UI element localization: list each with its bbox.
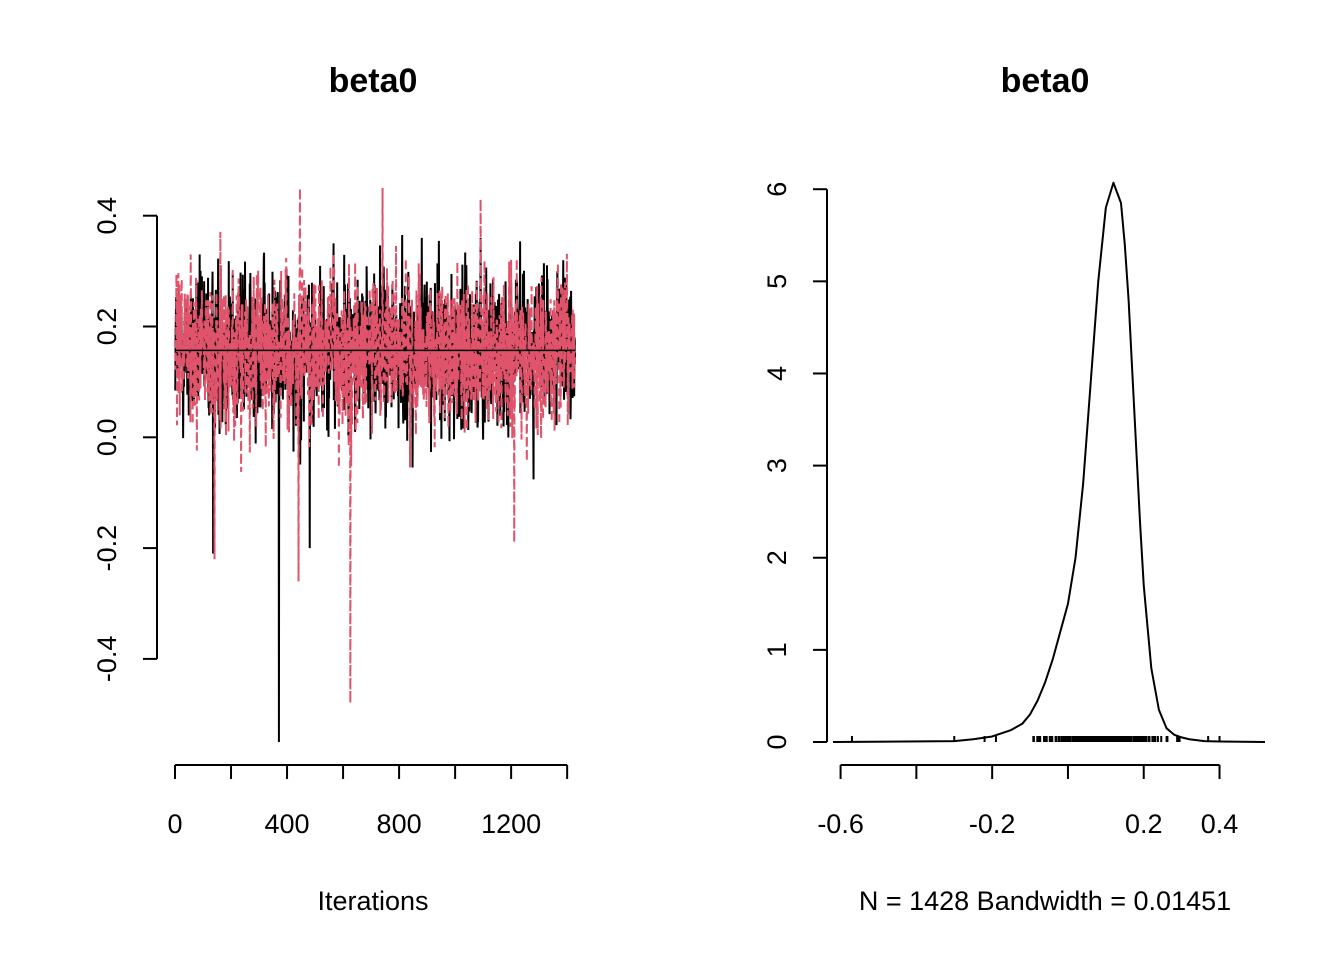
trace-y-tick-label: 0.0 bbox=[92, 419, 122, 457]
trace-series-line bbox=[174, 187, 576, 704]
trace-y-tick-label: 0.2 bbox=[92, 308, 122, 346]
trace-y-tick-label: -0.4 bbox=[92, 636, 122, 683]
trace-x-tick-label: 1200 bbox=[481, 809, 541, 839]
density-y-tick-label: 6 bbox=[762, 182, 792, 197]
trace-plot-title: beta0 bbox=[329, 62, 418, 100]
density-y-tick-label: 3 bbox=[762, 458, 792, 473]
density-curve-line bbox=[832, 181, 1266, 743]
trace-y-tick-label: 0.4 bbox=[92, 197, 122, 235]
trace-series-group bbox=[174, 187, 576, 743]
density-y-tick-label: 5 bbox=[762, 274, 792, 289]
trace-x-tick-label: 800 bbox=[377, 809, 422, 839]
density-y-tick-label: 2 bbox=[762, 550, 792, 565]
trace-x-axis: 0 400 800 1200 bbox=[167, 764, 569, 839]
trace-x-tick-label: 400 bbox=[265, 809, 310, 839]
trace-y-tick-label: -0.2 bbox=[92, 525, 122, 572]
density-y-axis: 0 1 2 3 4 5 6 bbox=[762, 182, 828, 750]
trace-x-axis-label: Iterations bbox=[317, 886, 428, 916]
density-y-tick-label: 1 bbox=[762, 642, 792, 657]
density-y-tick-label: 0 bbox=[762, 734, 792, 749]
density-x-axis-label: N = 1428 Bandwidth = 0.01451 bbox=[859, 886, 1231, 916]
density-y-tick-label: 4 bbox=[762, 366, 792, 381]
trace-x-tick-label: 0 bbox=[167, 809, 182, 839]
density-x-tick-label: -0.2 bbox=[969, 809, 1016, 839]
density-x-axis: -0.6 -0.2 0.2 0.4 bbox=[817, 764, 1239, 839]
density-x-tick-label: -0.6 bbox=[817, 809, 864, 839]
density-rug-group bbox=[850, 736, 1221, 742]
trace-y-axis: -0.4 -0.2 0.0 0.2 0.4 bbox=[92, 197, 158, 683]
density-x-tick-label: 0.2 bbox=[1125, 809, 1163, 839]
density-x-tick-label: 0.4 bbox=[1201, 809, 1239, 839]
density-rug-marks bbox=[850, 736, 1221, 742]
density-plot-panel: beta0 0 1 2 3 4 5 6 -0.6 -0.2 0.2 0.4 N = 1428 Ba… bbox=[762, 62, 1266, 916]
density-curve-group bbox=[832, 181, 1266, 743]
trace-plot-panel: beta0 -0.4 -0.2 0.0 0.2 0.4 0 400 800 1200 Iter… bbox=[92, 62, 576, 916]
density-plot-title: beta0 bbox=[1001, 62, 1090, 100]
